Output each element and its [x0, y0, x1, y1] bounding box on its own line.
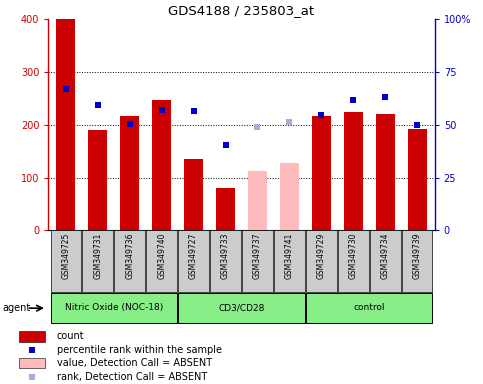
Bar: [19, 331, 45, 342]
Bar: [51, 230, 81, 292]
Bar: [344, 112, 363, 230]
Bar: [184, 159, 203, 230]
Text: GSM349741: GSM349741: [285, 232, 294, 279]
Text: GSM349734: GSM349734: [381, 232, 390, 279]
Bar: [120, 116, 139, 230]
Bar: [216, 188, 235, 230]
Bar: [19, 358, 45, 368]
Text: GSM349725: GSM349725: [61, 232, 71, 279]
Bar: [306, 230, 337, 292]
Text: rank, Detection Call = ABSENT: rank, Detection Call = ABSENT: [57, 372, 207, 382]
Text: GSM349730: GSM349730: [349, 232, 358, 279]
Bar: [57, 19, 75, 230]
Bar: [370, 230, 400, 292]
Text: GSM349736: GSM349736: [125, 232, 134, 279]
Bar: [114, 230, 145, 292]
Text: percentile rank within the sample: percentile rank within the sample: [57, 345, 222, 355]
Bar: [242, 230, 273, 292]
Bar: [274, 230, 305, 292]
Text: GSM349740: GSM349740: [157, 232, 166, 279]
Bar: [152, 100, 171, 230]
Bar: [83, 230, 113, 292]
Title: GDS4188 / 235803_at: GDS4188 / 235803_at: [169, 3, 314, 17]
Text: GSM349737: GSM349737: [253, 232, 262, 279]
Bar: [51, 293, 177, 323]
Text: agent: agent: [2, 303, 30, 313]
Bar: [376, 114, 395, 230]
Text: CD3/CD28: CD3/CD28: [218, 303, 265, 312]
Bar: [312, 116, 331, 230]
Bar: [178, 293, 305, 323]
Text: GSM349733: GSM349733: [221, 232, 230, 279]
Text: control: control: [354, 303, 385, 312]
Text: GSM349731: GSM349731: [93, 232, 102, 279]
Bar: [210, 230, 241, 292]
Bar: [248, 171, 267, 230]
Text: count: count: [57, 331, 84, 341]
Bar: [408, 129, 426, 230]
Bar: [88, 130, 107, 230]
Bar: [402, 230, 432, 292]
Bar: [146, 230, 177, 292]
Bar: [280, 163, 299, 230]
Text: value, Detection Call = ABSENT: value, Detection Call = ABSENT: [57, 358, 212, 368]
Bar: [338, 230, 369, 292]
Bar: [178, 230, 209, 292]
Text: GSM349727: GSM349727: [189, 232, 198, 279]
Text: Nitric Oxide (NOC-18): Nitric Oxide (NOC-18): [65, 303, 163, 312]
Text: GSM349739: GSM349739: [412, 232, 422, 279]
Bar: [306, 293, 432, 323]
Text: GSM349729: GSM349729: [317, 232, 326, 279]
